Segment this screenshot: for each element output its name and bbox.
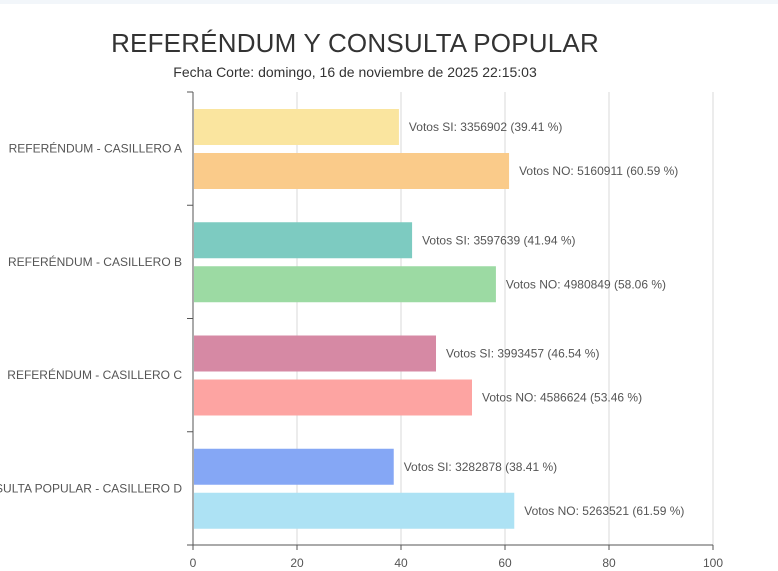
x-tick-label: 40 <box>394 556 408 570</box>
bar <box>194 448 394 485</box>
bar-value-label: Votos NO: 5160911 (60.59 %) <box>519 164 678 178</box>
x-tick-label: 100 <box>703 556 723 570</box>
bar-value-label: Votos SI: 3993457 (46.54 %) <box>446 347 599 361</box>
bar <box>194 222 413 259</box>
bar <box>194 266 496 303</box>
chart-subtitle: Fecha Corte: domingo, 16 de noviembre de… <box>173 64 537 80</box>
category-label: REFERÉNDUM - CASILLERO A <box>9 141 182 156</box>
category-label: REFERÉNDUM - CASILLERO C <box>7 367 182 382</box>
category-label: REFERÉNDUM - CASILLERO B <box>8 254 182 269</box>
x-tick-label: 20 <box>290 556 304 570</box>
chart-title: REFERÉNDUM Y CONSULTA POPULAR <box>111 28 599 58</box>
bar-value-label: Votos SI: 3356902 (39.41 %) <box>409 120 562 134</box>
bar <box>194 109 399 145</box>
bar <box>194 492 515 529</box>
bar-value-label: Votos NO: 4586624 (53.46 %) <box>482 391 642 405</box>
bar-value-label: Votos NO: 4980849 (58.06 %) <box>506 277 666 291</box>
x-tick-label: 80 <box>602 556 616 570</box>
bar <box>194 379 472 416</box>
x-tick-label: 60 <box>498 556 512 570</box>
bar <box>194 153 510 189</box>
bar-value-label: Votos SI: 3282878 (38.41 %) <box>404 460 557 474</box>
bar-value-label: Votos NO: 5263521 (61.59 %) <box>524 504 684 518</box>
x-tick-label: 0 <box>190 556 197 570</box>
bar <box>194 335 437 372</box>
bar-value-label: Votos SI: 3597639 (41.94 %) <box>422 233 575 247</box>
top-strip <box>0 0 778 4</box>
category-label: CONSULTA POPULAR - CASILLERO D <box>0 481 182 495</box>
